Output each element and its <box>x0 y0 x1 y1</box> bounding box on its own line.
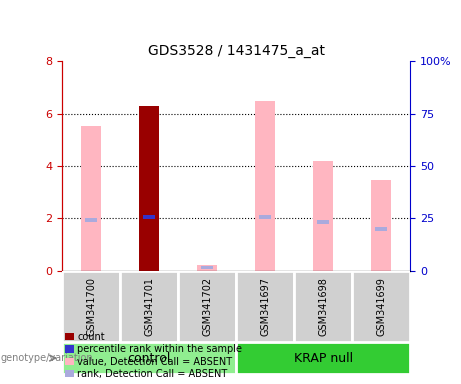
Bar <box>85 218 97 222</box>
Bar <box>62 342 236 374</box>
Legend: count, percentile rank within the sample, value, Detection Call = ABSENT, rank, : count, percentile rank within the sample… <box>65 332 242 379</box>
Text: GSM341699: GSM341699 <box>376 277 386 336</box>
Text: GSM341697: GSM341697 <box>260 277 270 336</box>
Text: GSM341702: GSM341702 <box>202 277 212 336</box>
Bar <box>371 180 391 271</box>
Bar <box>313 161 333 271</box>
Text: control: control <box>128 352 171 364</box>
Text: GSM341700: GSM341700 <box>86 277 96 336</box>
Text: GSM341698: GSM341698 <box>318 277 328 336</box>
Bar <box>120 271 178 342</box>
Bar <box>294 271 352 342</box>
Bar <box>375 227 387 231</box>
Text: genotype/variation: genotype/variation <box>1 353 94 363</box>
Title: GDS3528 / 1431475_a_at: GDS3528 / 1431475_a_at <box>148 44 325 58</box>
Bar <box>352 271 410 342</box>
Bar <box>62 271 120 342</box>
Bar <box>139 106 160 271</box>
Bar <box>318 220 329 224</box>
Bar <box>236 342 410 374</box>
Bar <box>197 265 218 271</box>
Bar <box>255 101 275 271</box>
Bar <box>260 215 271 219</box>
Bar <box>236 271 294 342</box>
Text: GSM341701: GSM341701 <box>144 277 154 336</box>
Text: KRAP null: KRAP null <box>294 352 353 364</box>
Bar <box>81 126 101 271</box>
Bar <box>143 215 155 219</box>
Bar <box>178 271 236 342</box>
Bar <box>201 266 213 270</box>
